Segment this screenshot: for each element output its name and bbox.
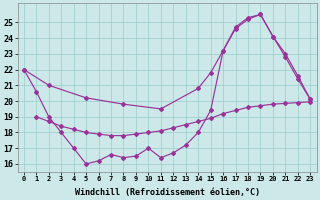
X-axis label: Windchill (Refroidissement éolien,°C): Windchill (Refroidissement éolien,°C) bbox=[75, 188, 260, 197]
